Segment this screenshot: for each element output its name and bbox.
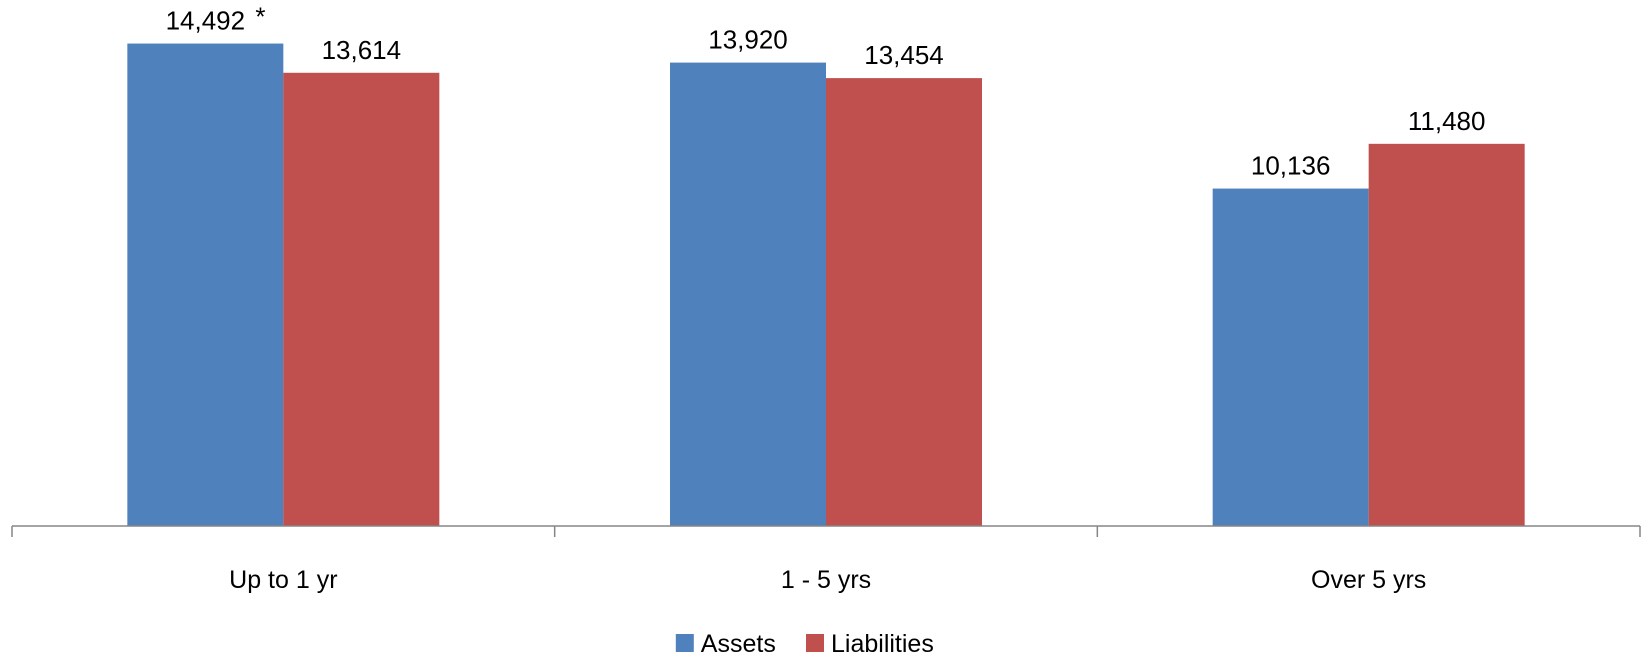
legend-label-liabilities: Liabilities	[831, 630, 934, 658]
bar-liabilities-1	[283, 72, 440, 526]
bar-liabilities-2	[826, 78, 982, 526]
bar-assets-1	[127, 43, 284, 527]
data-label-assets-2: 13,920	[708, 25, 788, 55]
data-label-assets-1: 14,492	[166, 6, 246, 36]
data-label-liabilities-2: 13,454	[864, 40, 944, 70]
legend-swatch-liabilities	[806, 634, 824, 652]
data-label-liabilities-1: 13,614	[322, 35, 402, 65]
bar-assets-2	[670, 62, 826, 527]
x-tick-label-3: Over 5 yrs	[1311, 566, 1426, 594]
data-label-liabilities-3: 11,480	[1408, 106, 1486, 136]
legend-label-assets: Assets	[701, 630, 776, 658]
bar-assets-3	[1212, 188, 1369, 527]
legend-swatch-assets	[675, 634, 694, 652]
data-label-assets-3: 10,136	[1251, 151, 1331, 181]
bar-liabilities-3	[1368, 143, 1525, 527]
x-tick-label-2: 1 - 5 yrs	[781, 566, 871, 594]
annotation-1: *	[255, 2, 265, 32]
x-tick-label-1: Up to 1 yr	[229, 566, 337, 594]
